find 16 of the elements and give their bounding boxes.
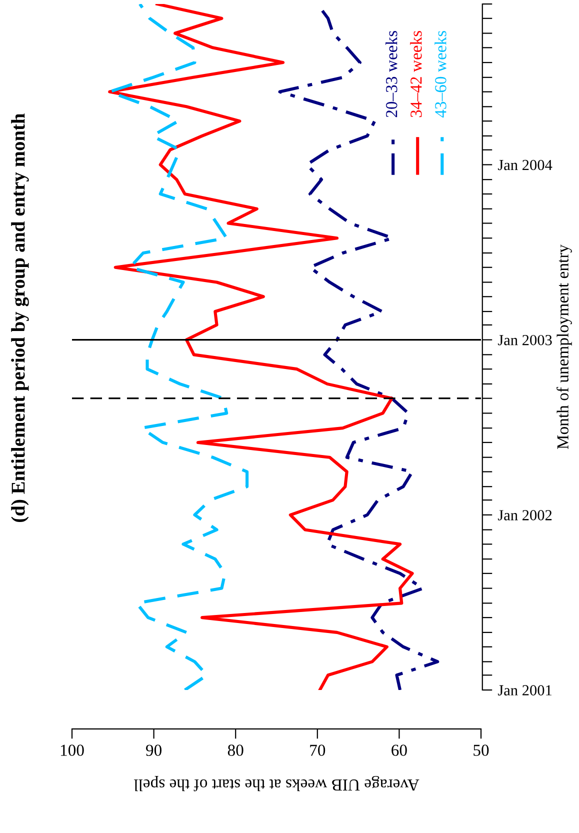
x-tick-label: 50 — [474, 744, 489, 756]
x-axis-title: Average UIB weeks at the start of the spell — [134, 776, 420, 792]
x-tick-label: 70 — [310, 744, 326, 756]
text: 34–42 weeks — [410, 30, 422, 118]
y-tick-label: Jan 2003 — [498, 334, 552, 346]
x-tick-label: 90 — [146, 744, 162, 756]
x-tick-label: 60 — [392, 744, 407, 756]
y-tick-label: Jan 2004 — [498, 160, 552, 170]
y-axis-title: Month of unemployment entry — [556, 244, 572, 450]
x-tick-label: 100 — [60, 744, 84, 756]
x-tick-label: 80 — [228, 744, 244, 756]
y-tick-label: Jan 2001 — [498, 685, 552, 696]
y-tick-label: Jan 2002 — [498, 510, 552, 520]
text: 20–33 weeks — [386, 30, 398, 118]
text: (d) Entitlement period by group and entry month — [11, 113, 29, 522]
text: 43–60 weeks — [434, 30, 446, 118]
